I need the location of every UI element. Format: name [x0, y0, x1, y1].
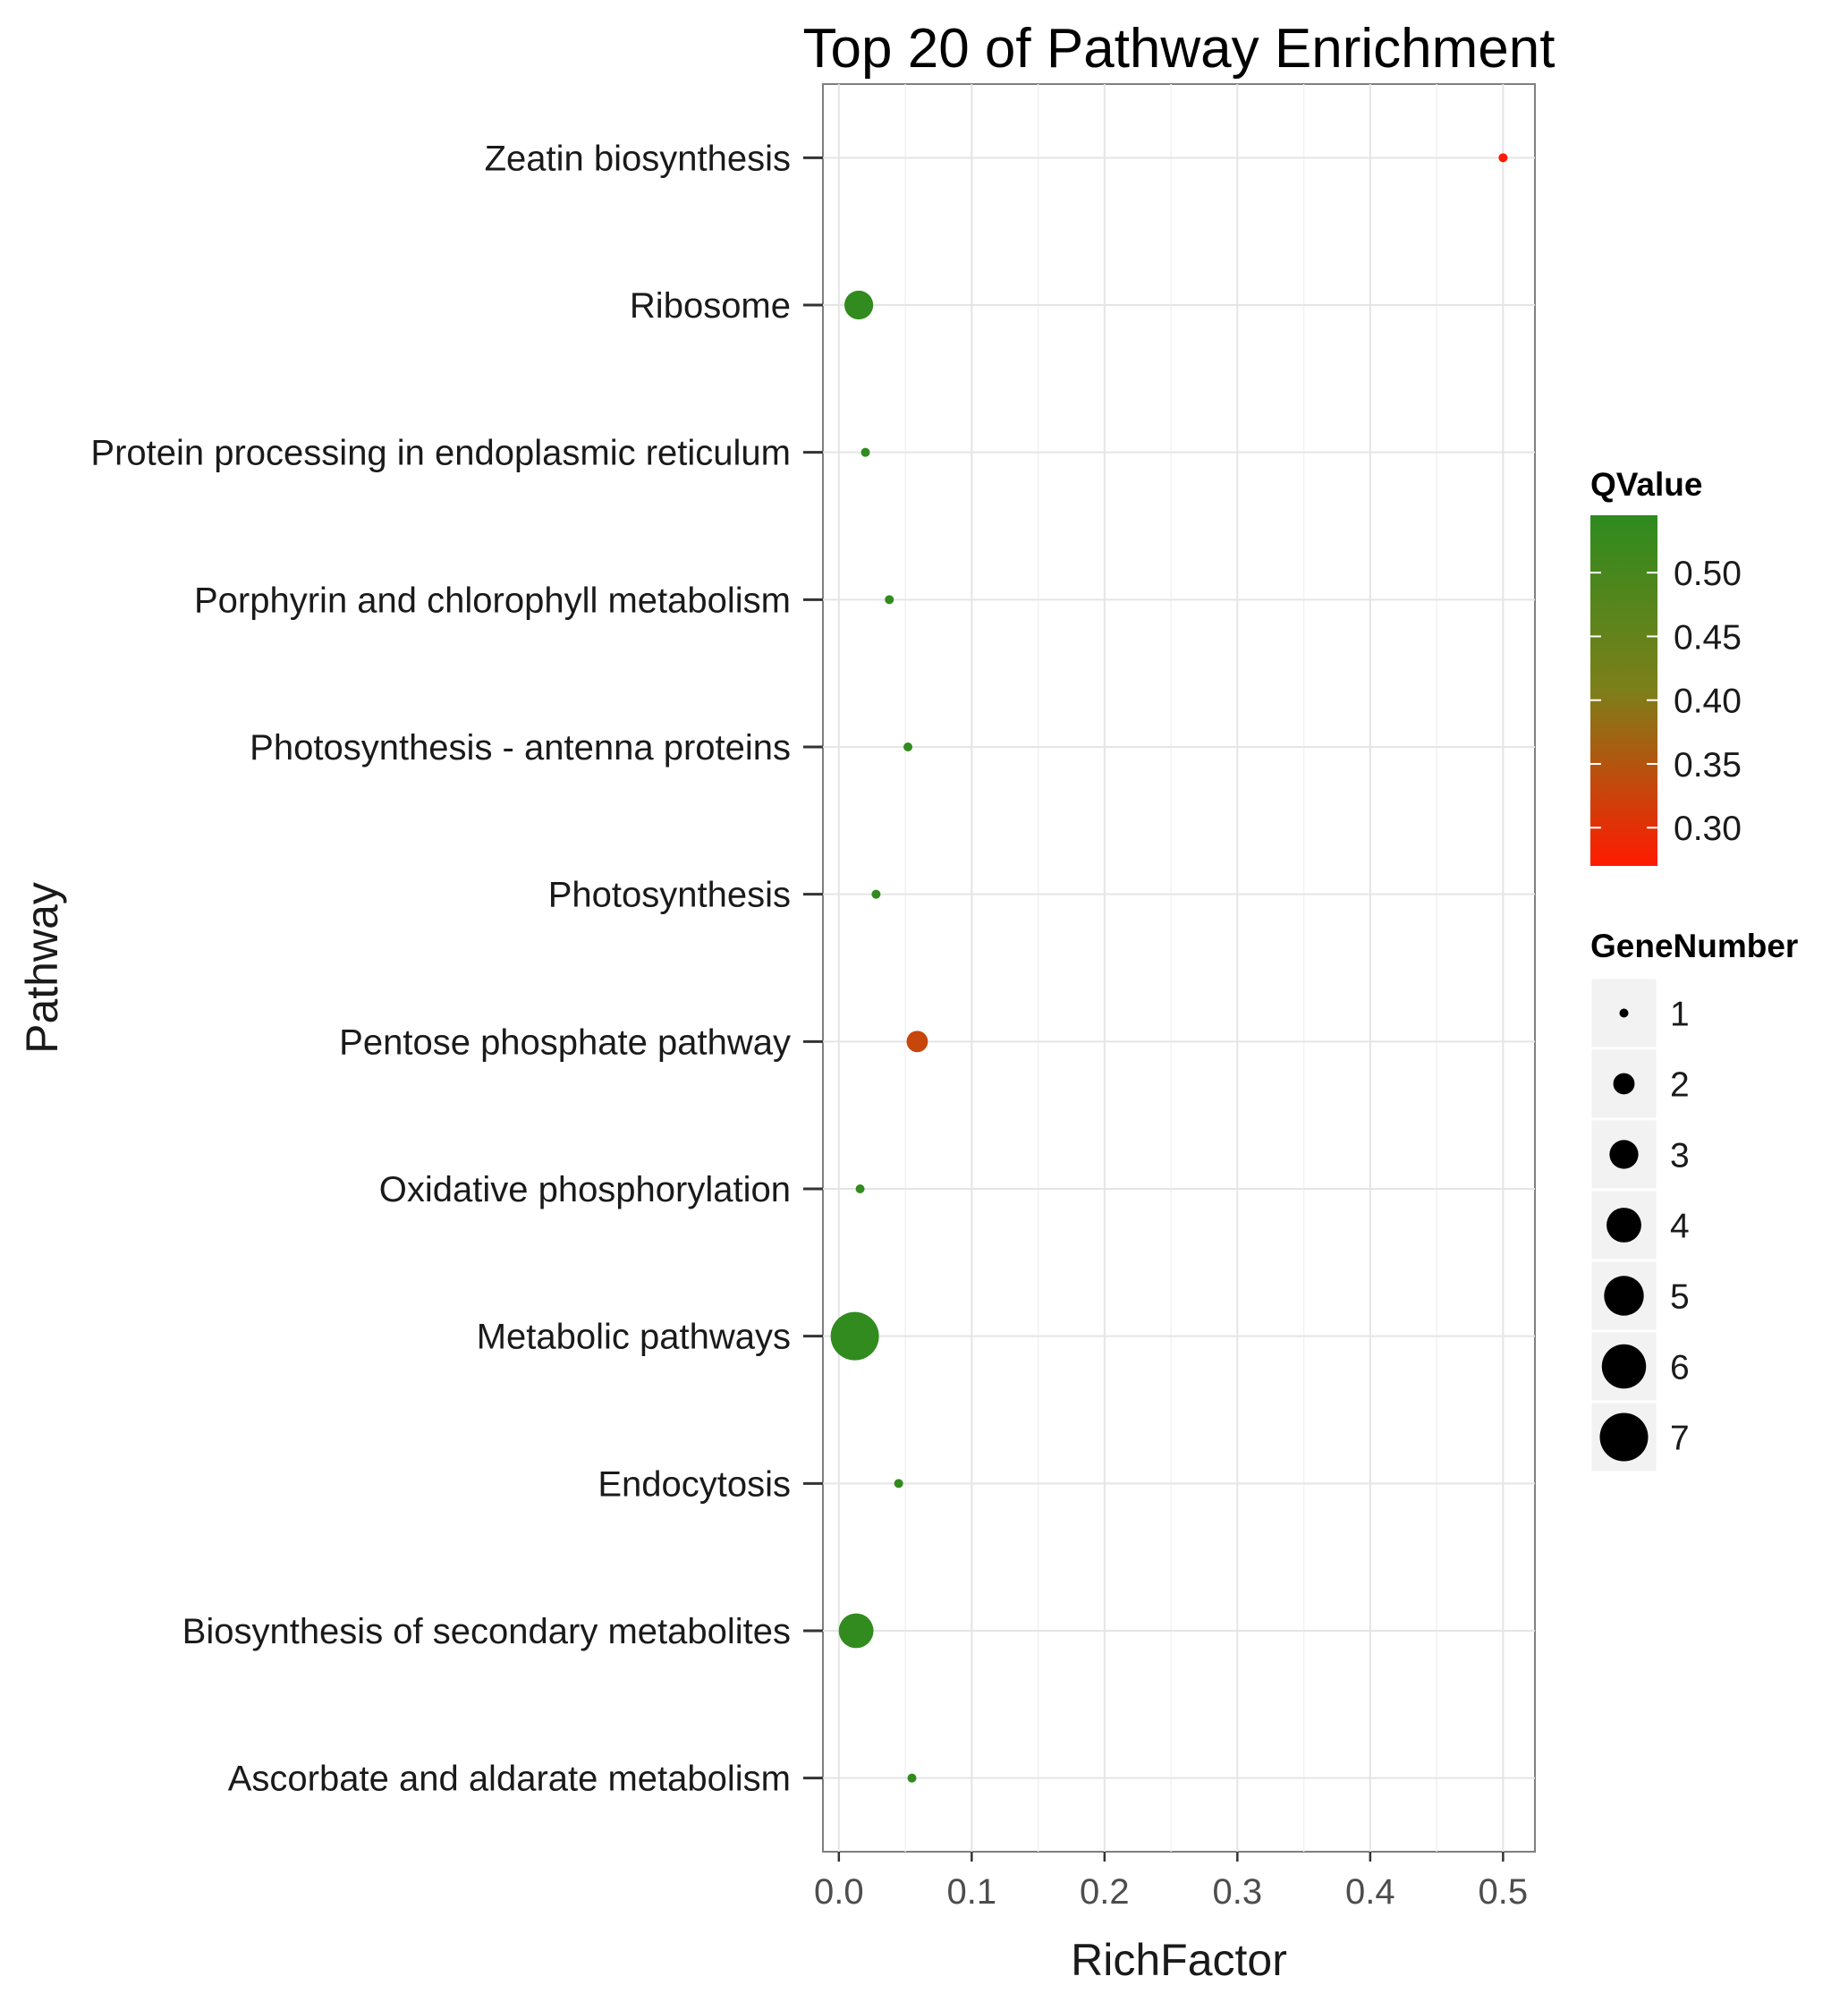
qvalue-legend-label: 0.40 — [1674, 683, 1742, 721]
gene-number-key-dot — [1619, 1008, 1629, 1018]
x-axis-label: RichFactor — [1071, 1935, 1287, 1985]
y-tick-label: Photosynthesis - antenna proteins — [250, 728, 791, 768]
data-point — [843, 290, 874, 320]
data-point — [903, 742, 913, 751]
x-tick-label: 0.4 — [1345, 1872, 1395, 1912]
y-tick-label: Ribosome — [630, 286, 791, 326]
gene-number-key-dot — [1601, 1344, 1647, 1389]
qvalue-legend-label: 0.45 — [1674, 618, 1742, 657]
y-tick-label: Photosynthesis — [548, 876, 791, 915]
gene-number-legend-label: 5 — [1670, 1278, 1690, 1317]
data-point — [860, 447, 870, 457]
gene-number-key-dot — [1599, 1412, 1649, 1462]
y-tick-label: Biosynthesis of secondary metabolites — [182, 1612, 791, 1651]
data-point — [830, 1311, 879, 1361]
y-tick-label: Ascorbate and aldarate metabolism — [228, 1760, 791, 1799]
gene-number-legend-label: 4 — [1670, 1208, 1690, 1246]
data-point — [906, 1031, 928, 1053]
gene-number-key-dot — [1604, 1276, 1644, 1316]
y-tick-label: Endocytosis — [598, 1464, 791, 1504]
y-tick-label: Metabolic pathways — [477, 1318, 791, 1357]
y-tick-label: Zeatin biosynthesis — [485, 139, 791, 178]
data-point — [838, 1613, 874, 1649]
x-tick-label: 0.2 — [1080, 1872, 1130, 1912]
qvalue-legend-title: QValue — [1590, 466, 1702, 503]
gene-number-legend-label: 6 — [1670, 1349, 1690, 1387]
gene-number-key-dot — [1606, 1208, 1641, 1243]
y-tick-label: Oxidative phosphorylation — [379, 1170, 791, 1209]
qvalue-colorbar — [1590, 515, 1657, 866]
gene-number-legend-label: 7 — [1670, 1420, 1690, 1458]
gene-number-key-dot — [1609, 1140, 1639, 1169]
y-tick-label: Pentose phosphate pathway — [339, 1022, 791, 1062]
qvalue-legend-label: 0.50 — [1674, 555, 1742, 593]
gene-number-legend-label: 1 — [1670, 996, 1690, 1034]
y-tick-label: Porphyrin and chlorophyll metabolism — [194, 581, 791, 620]
x-tick-label: 0.0 — [814, 1872, 864, 1912]
x-tick-label: 0.1 — [947, 1872, 997, 1912]
x-tick-label: 0.3 — [1213, 1872, 1263, 1912]
gene-number-legend-title: GeneNumber — [1590, 928, 1798, 964]
data-point — [1498, 153, 1508, 163]
y-tick-label: Protein processing in endoplasmic reticu… — [90, 434, 791, 473]
plot-panel — [822, 83, 1536, 1853]
data-point — [907, 1773, 917, 1783]
y-axis-label: Pathway — [17, 882, 67, 1054]
gene-number-legend-label: 3 — [1670, 1137, 1690, 1175]
x-tick-label: 0.5 — [1479, 1872, 1529, 1912]
data-point — [855, 1184, 865, 1193]
gene-number-legend-label: 2 — [1670, 1066, 1690, 1105]
data-point — [894, 1479, 903, 1489]
data-point — [871, 889, 881, 899]
qvalue-legend-label: 0.30 — [1674, 810, 1742, 848]
qvalue-legend-label: 0.35 — [1674, 746, 1742, 785]
data-point — [885, 595, 894, 605]
gene-number-key-dot — [1613, 1073, 1635, 1095]
chart-title: Top 20 of Pathway Enrichment — [803, 18, 1556, 80]
